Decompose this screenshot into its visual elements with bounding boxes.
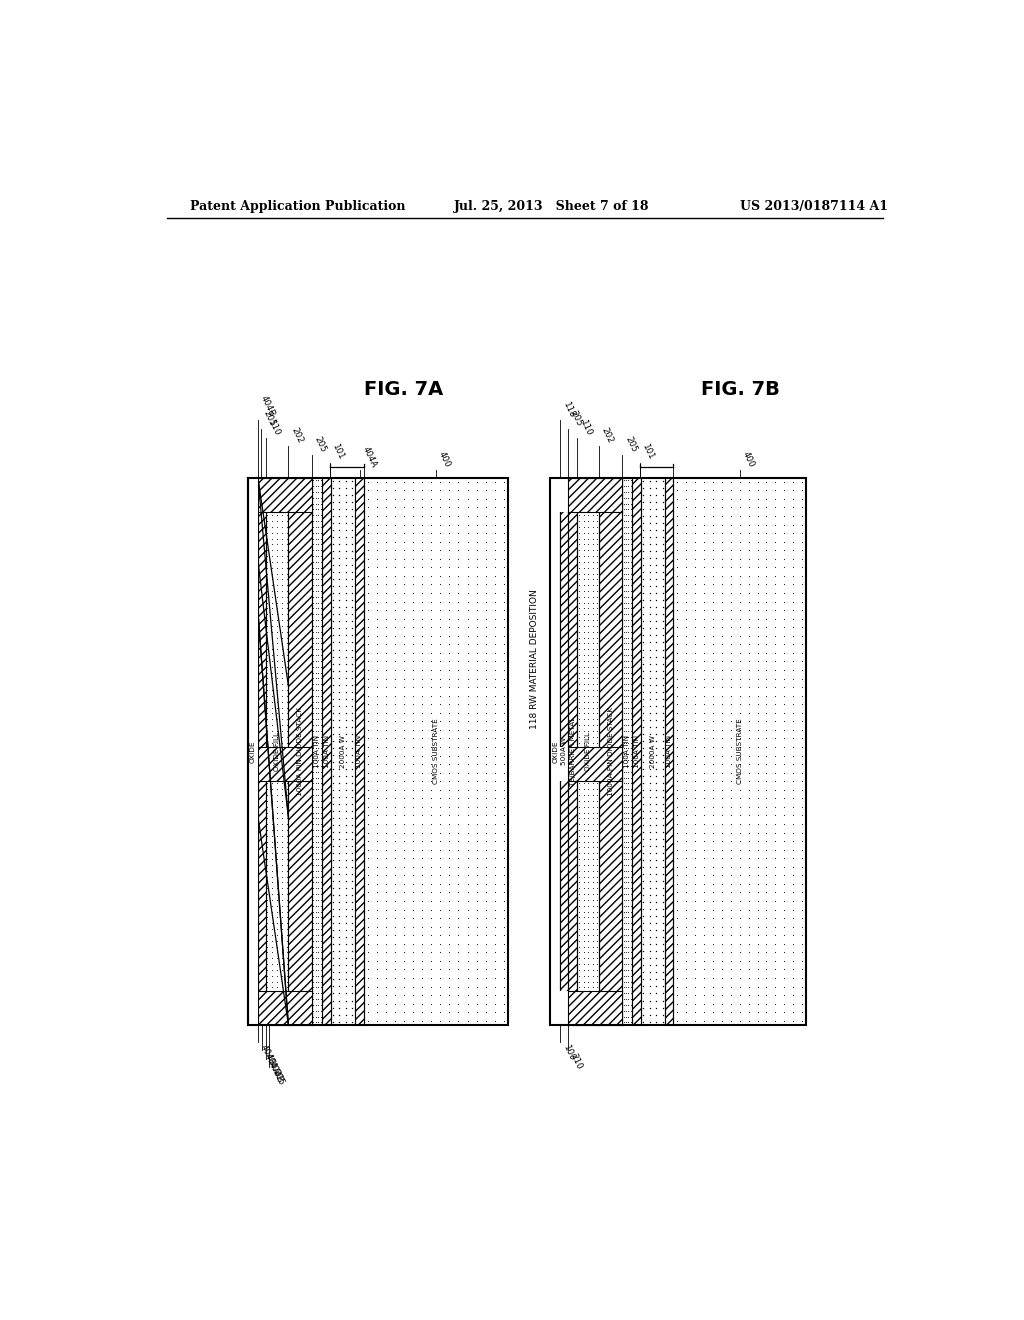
- Bar: [266, 478, 289, 1024]
- Text: 205: 205: [261, 409, 276, 428]
- Text: OXIDE: OXIDE: [552, 741, 558, 763]
- Text: Patent Application Publication: Patent Application Publication: [190, 199, 406, 213]
- Bar: [258, 478, 311, 512]
- Text: Jul. 25, 2013   Sheet 7 of 18: Jul. 25, 2013 Sheet 7 of 18: [454, 199, 649, 213]
- Bar: [567, 991, 623, 1024]
- Text: 100A TIN: 100A TIN: [634, 735, 640, 768]
- Bar: [550, 478, 806, 1024]
- Bar: [311, 478, 323, 1024]
- Text: OXIDE: OXIDE: [250, 741, 256, 763]
- Text: 205: 205: [312, 434, 328, 453]
- Bar: [248, 991, 258, 1024]
- Text: 100A TIN: 100A TIN: [356, 735, 362, 768]
- Text: FIG. 7B: FIG. 7B: [700, 380, 779, 399]
- Bar: [258, 478, 266, 1024]
- Text: OXIDE FILL: OXIDE FILL: [586, 731, 591, 771]
- Text: US 2013/0187114 A1: US 2013/0187114 A1: [740, 199, 888, 213]
- Bar: [599, 478, 623, 1024]
- Bar: [578, 478, 599, 1024]
- Bar: [560, 478, 567, 1024]
- Bar: [354, 478, 364, 1024]
- Bar: [289, 478, 311, 1024]
- Bar: [567, 478, 623, 512]
- Bar: [331, 478, 354, 1024]
- Bar: [248, 478, 258, 1024]
- Text: 404B: 404B: [259, 1043, 276, 1068]
- Text: 118 RW MATERIAL DEPOSITION: 118 RW MATERIAL DEPOSITION: [529, 589, 539, 729]
- Bar: [550, 478, 560, 1024]
- Bar: [567, 478, 578, 1024]
- Bar: [632, 478, 641, 1024]
- Text: 202: 202: [600, 426, 614, 445]
- Text: 101: 101: [641, 442, 655, 461]
- Bar: [258, 991, 311, 1024]
- Bar: [641, 478, 665, 1024]
- Text: 404A: 404A: [360, 445, 378, 469]
- Bar: [248, 478, 258, 512]
- Bar: [364, 478, 508, 1024]
- Text: OXIDE FILL: OXIDE FILL: [274, 731, 280, 771]
- Text: 202: 202: [289, 426, 304, 445]
- Text: 110: 110: [579, 417, 593, 437]
- Text: 100: 100: [561, 1043, 575, 1061]
- Bar: [248, 747, 258, 781]
- Bar: [550, 991, 567, 1024]
- Text: 1000A PIN DIODE STACK: 1000A PIN DIODE STACK: [607, 706, 613, 796]
- Text: 400: 400: [740, 450, 756, 469]
- Bar: [258, 747, 311, 781]
- Text: 2000A W: 2000A W: [650, 735, 656, 768]
- Text: 100A TIN: 100A TIN: [314, 735, 319, 768]
- Text: 100A TIN: 100A TIN: [625, 735, 631, 768]
- Text: FIG. 7A: FIG. 7A: [364, 380, 442, 399]
- Bar: [323, 478, 331, 1024]
- Bar: [665, 478, 673, 1024]
- Text: 205: 205: [568, 409, 584, 428]
- Text: 500A W: 500A W: [561, 737, 567, 766]
- Text: 100A TIN: 100A TIN: [666, 735, 672, 768]
- Text: 404A: 404A: [263, 1052, 281, 1076]
- Bar: [567, 747, 623, 781]
- Bar: [623, 478, 632, 1024]
- Text: 210: 210: [568, 1052, 584, 1071]
- Text: 100A TIN: 100A TIN: [324, 735, 330, 768]
- Text: TE/BARRIER METAL: TE/BARRIER METAL: [569, 717, 575, 785]
- Bar: [673, 478, 806, 1024]
- Text: 400: 400: [436, 450, 452, 469]
- Text: 205: 205: [270, 1069, 286, 1088]
- Text: 404B: 404B: [259, 395, 276, 418]
- Bar: [550, 478, 567, 512]
- Text: 118: 118: [561, 400, 575, 418]
- Bar: [248, 478, 508, 1024]
- Text: 1000A PIN DIODE STACK: 1000A PIN DIODE STACK: [297, 706, 303, 796]
- Text: CMOS SUBSTRATE: CMOS SUBSTRATE: [736, 718, 742, 784]
- Text: 101: 101: [331, 442, 346, 461]
- Text: 2000A W: 2000A W: [340, 735, 346, 768]
- Text: 404B: 404B: [266, 1060, 285, 1084]
- Text: CMOS SUBSTRATE: CMOS SUBSTRATE: [432, 718, 438, 784]
- Bar: [550, 747, 567, 781]
- Text: 205: 205: [624, 434, 638, 453]
- Bar: [248, 478, 258, 1024]
- Text: 110: 110: [266, 417, 282, 437]
